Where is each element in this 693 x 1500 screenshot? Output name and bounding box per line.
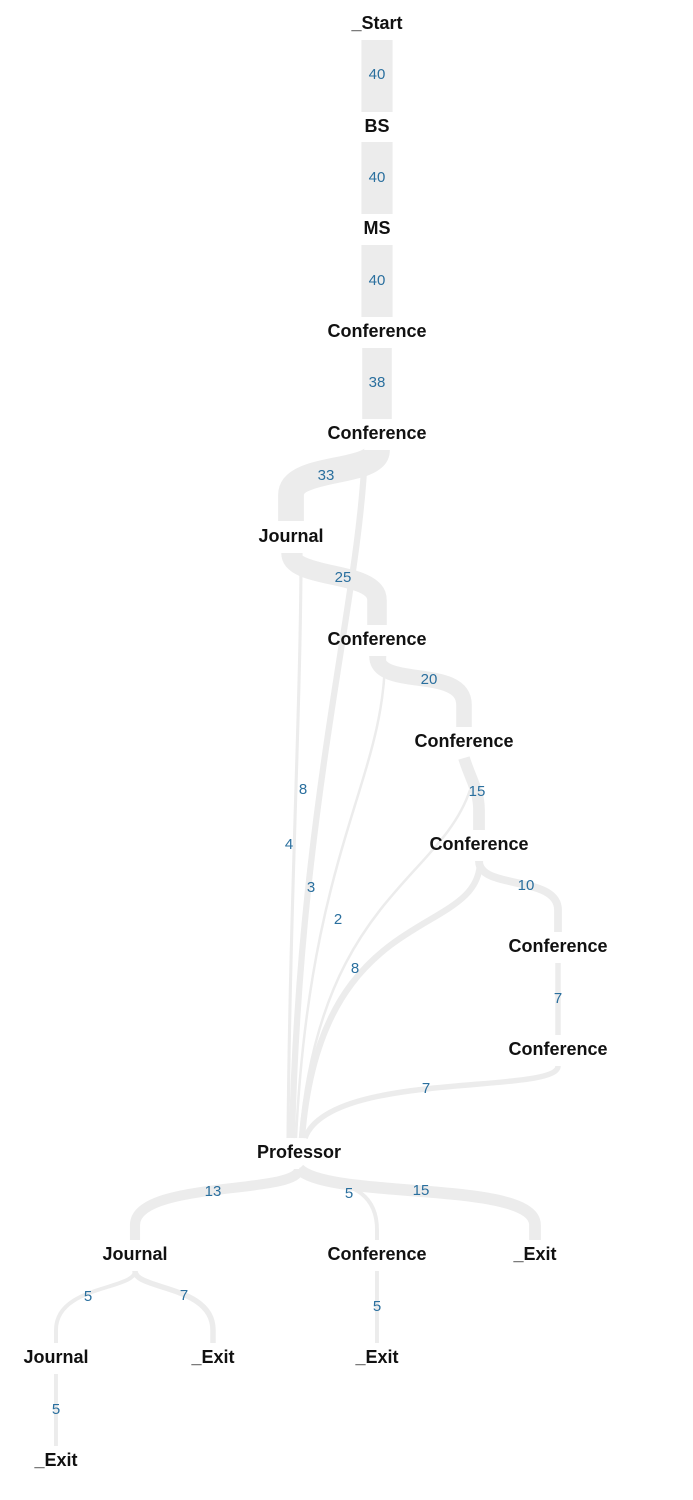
flow-link-n5-n11	[286, 552, 303, 1139]
link-value-label: 15	[413, 1182, 430, 1199]
link-value-label: 5	[373, 1298, 381, 1315]
link-value-label: 5	[345, 1185, 353, 1202]
link-value-label: 8	[299, 781, 307, 798]
link-value-label: 15	[469, 783, 486, 800]
node-label: Professor	[257, 1142, 341, 1162]
node-label: _Start	[350, 13, 402, 33]
link-value-label: 33	[318, 467, 335, 484]
link-value-label: 40	[369, 66, 386, 83]
node-label: Conference	[508, 1039, 607, 1059]
flow-link-n8-n9	[475, 860, 562, 932]
link-value-label: 5	[52, 1401, 60, 1418]
flow-link-n12-n15	[54, 1270, 137, 1343]
link-value-label: 40	[369, 272, 386, 289]
flow-link-n10-n11	[302, 1064, 561, 1140]
link-value-label: 7	[422, 1080, 430, 1097]
link-value-label: 25	[335, 569, 352, 586]
flow-link-n7-n8	[458, 756, 485, 830]
node-label: BS	[364, 116, 389, 136]
link-value-label: 8	[351, 960, 359, 977]
node-label: Journal	[23, 1347, 88, 1367]
link-value-label: 20	[421, 671, 438, 688]
link-labels-layer: 40 40 40 38 33 25 20 15 10 7 7 8 4 3 2 8 13 5 15 5 7 5 5	[52, 66, 562, 1418]
node-label: Conference	[327, 423, 426, 443]
node-label: MS	[364, 218, 391, 238]
link-value-label: 5	[84, 1288, 92, 1305]
nodes-layer: _Start BS MS Conference Conference Journal Con…	[23, 13, 607, 1470]
node-label: _Exit	[512, 1244, 556, 1264]
flow-link-n4-n5	[278, 446, 390, 521]
link-value-label: 7	[554, 990, 562, 1007]
link-value-label: 7	[180, 1287, 188, 1304]
link-value-label: 38	[369, 374, 386, 391]
flow-link-n5-n6	[281, 550, 387, 625]
node-label: _Exit	[33, 1450, 77, 1470]
flow-link-n11-n12	[129, 1167, 305, 1240]
node-label: _Exit	[190, 1347, 234, 1367]
node-label: Journal	[102, 1244, 167, 1264]
node-label: Conference	[429, 834, 528, 854]
link-value-label: 2	[334, 911, 342, 928]
flow-link-n4-n11	[288, 449, 369, 1139]
node-label: Conference	[327, 1244, 426, 1264]
flow-link-n8-n11	[298, 860, 484, 1139]
link-value-label: 40	[369, 169, 386, 186]
node-label: Conference	[508, 936, 607, 956]
flow-link-n6-n11	[294, 655, 387, 1139]
link-value-label: 10	[518, 877, 535, 894]
node-label: Conference	[327, 321, 426, 341]
flow-link-n7-n11	[298, 789, 472, 1139]
link-value-label: 4	[285, 836, 293, 853]
link-value-label: 3	[307, 879, 315, 896]
node-label: Conference	[327, 629, 426, 649]
node-label: Conference	[414, 731, 513, 751]
flow-link-n12-n16	[132, 1270, 216, 1343]
links-layer	[54, 40, 562, 1446]
flow-link-n6-n7	[369, 654, 472, 727]
flow-link-n11-n14	[294, 1164, 541, 1240]
node-label: _Exit	[354, 1347, 398, 1367]
node-label: Journal	[258, 526, 323, 546]
link-value-label: 13	[205, 1183, 222, 1200]
